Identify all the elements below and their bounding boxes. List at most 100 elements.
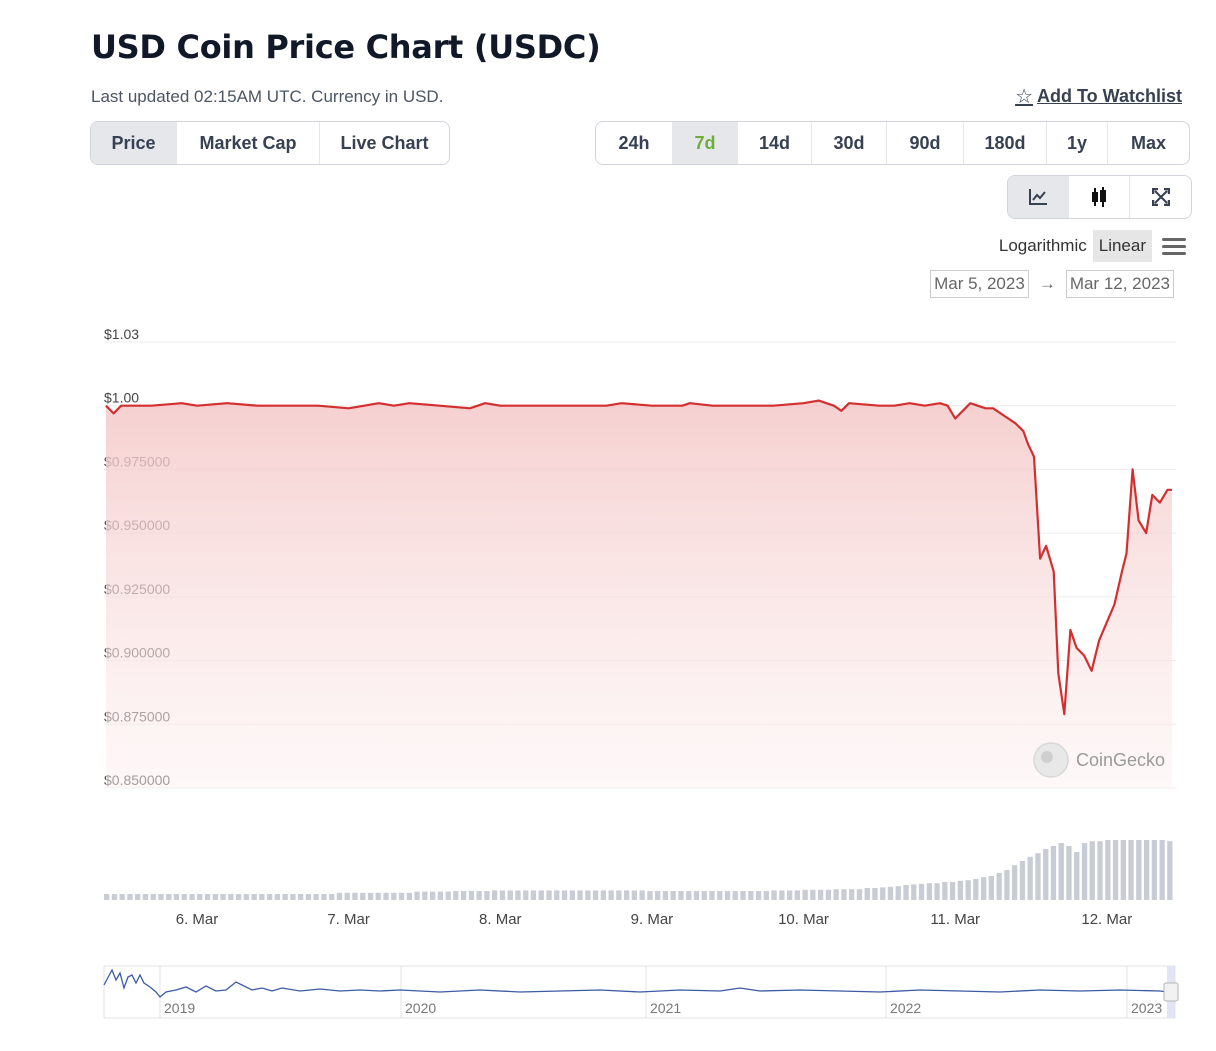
date-to-input[interactable]: Mar 12, 2023 [1065, 270, 1174, 298]
range-7d[interactable]: 7d [673, 122, 738, 164]
y-tick-label: $1.00 [104, 390, 139, 406]
date-from-input[interactable]: Mar 5, 2023 [930, 270, 1029, 298]
volume-bar [624, 890, 630, 900]
volume-bar [639, 890, 645, 900]
volume-bar [988, 876, 994, 900]
volume-bar [267, 894, 273, 900]
volume-bar [592, 890, 599, 900]
volume-bar [1058, 843, 1064, 900]
volume-bar [243, 894, 249, 900]
volume-bar [1120, 840, 1126, 900]
price-line [105, 399, 1172, 716]
volume-bar [1027, 856, 1033, 900]
page-title: USD Coin Price Chart (USDC) [91, 28, 601, 66]
volume-bar [973, 879, 979, 900]
volume-bar [189, 894, 195, 900]
volume-bar [461, 891, 467, 900]
gecko-logo-eye [1041, 751, 1053, 763]
add-to-watchlist-link[interactable]: ☆ Add To Watchlist [1015, 84, 1182, 109]
x-axis: 6. Mar 7. Mar 8. Mar 9. Mar 10. Mar 11. Mar 12… [176, 911, 1132, 928]
volume-bar [220, 894, 226, 900]
volume-bar [911, 884, 917, 900]
date-range: Mar 5, 2023 → Mar 12, 2023 [930, 270, 1174, 298]
volume-bar [701, 891, 707, 900]
volume-bar [818, 889, 824, 900]
navigator-year-label: 2019 [164, 1000, 195, 1016]
volume-bar [740, 891, 746, 900]
range-1y[interactable]: 1y [1047, 122, 1108, 164]
volume-bar [352, 892, 358, 900]
range-90d[interactable]: 90d [887, 122, 964, 164]
volume-bar [794, 890, 800, 900]
line-chart-icon [1029, 189, 1047, 205]
scale-linear[interactable]: Linear [1092, 230, 1152, 262]
volume-bar [957, 880, 963, 900]
volume-bar [585, 890, 591, 900]
menu-icon[interactable] [1162, 237, 1186, 255]
volume-bar [104, 894, 110, 900]
tab-market-cap[interactable]: Market Cap [177, 122, 320, 164]
volume-bar [1066, 846, 1072, 900]
volume-bar [849, 889, 855, 900]
watchlist-label: Add To Watchlist [1037, 86, 1182, 106]
volume-bar [1012, 865, 1018, 900]
volume-bar [173, 894, 180, 900]
volume-bar [872, 888, 878, 900]
volume-bar [523, 890, 529, 900]
tab-live-chart[interactable]: Live Chart [340, 132, 429, 153]
volume-bar [1004, 870, 1010, 900]
volume-bar [437, 891, 443, 900]
range-24h[interactable]: 24h [596, 122, 673, 164]
volume-bar [530, 890, 537, 900]
volume-bar [204, 894, 211, 900]
volume-bar [468, 891, 475, 900]
volume-bar [398, 892, 405, 900]
volume-bar [119, 894, 125, 900]
navigator[interactable]: 2019 2020 2021 2022 2023 [103, 965, 1179, 1019]
volume-bars [104, 840, 1173, 900]
volume-bar [942, 882, 948, 900]
tab-price[interactable]: Price [91, 122, 177, 164]
volume-bar [748, 891, 754, 900]
volume-bar [934, 883, 940, 900]
range-30d[interactable]: 30d [812, 122, 887, 164]
volume-bar [693, 891, 700, 900]
volume-bar [554, 890, 560, 900]
volume-bar [608, 890, 614, 900]
volume-bar [949, 882, 956, 900]
volume-bar [360, 892, 366, 900]
fullscreen-button[interactable] [1130, 176, 1191, 218]
volume-bar [1105, 840, 1111, 900]
volume-bar [600, 890, 606, 900]
volume-bar [1097, 841, 1103, 900]
range-14d[interactable]: 14d [738, 122, 812, 164]
volume-bar [197, 894, 203, 900]
range-max[interactable]: Max [1130, 132, 1166, 153]
volume-bar [771, 890, 777, 900]
navigator-handle[interactable] [1163, 982, 1179, 1002]
volume-bar [367, 892, 374, 900]
volume-bar [903, 885, 909, 900]
volume-bar [414, 891, 420, 900]
navigator-year-label: 2020 [405, 1000, 436, 1016]
volume-bar [647, 891, 653, 900]
volume-bar [670, 891, 676, 900]
volume-bar [1144, 840, 1150, 900]
candlestick-button[interactable] [1069, 176, 1130, 218]
volume-bar [290, 894, 296, 900]
x-tick-label: 10. Mar [778, 911, 829, 928]
volume-bar [499, 890, 506, 900]
line-chart-button[interactable] [1008, 176, 1069, 218]
volume-bar [1136, 840, 1142, 900]
volume-bar [484, 891, 490, 900]
volume-bar [717, 891, 723, 900]
volume-bar [282, 894, 288, 900]
volume-bar [383, 892, 389, 900]
volume-bar [492, 890, 498, 900]
fullscreen-icon [1151, 188, 1170, 206]
volume-bar [1019, 861, 1026, 900]
range-180d[interactable]: 180d [964, 122, 1047, 164]
volume-bar [755, 891, 762, 900]
scale-logarithmic[interactable]: Logarithmic [998, 236, 1087, 255]
